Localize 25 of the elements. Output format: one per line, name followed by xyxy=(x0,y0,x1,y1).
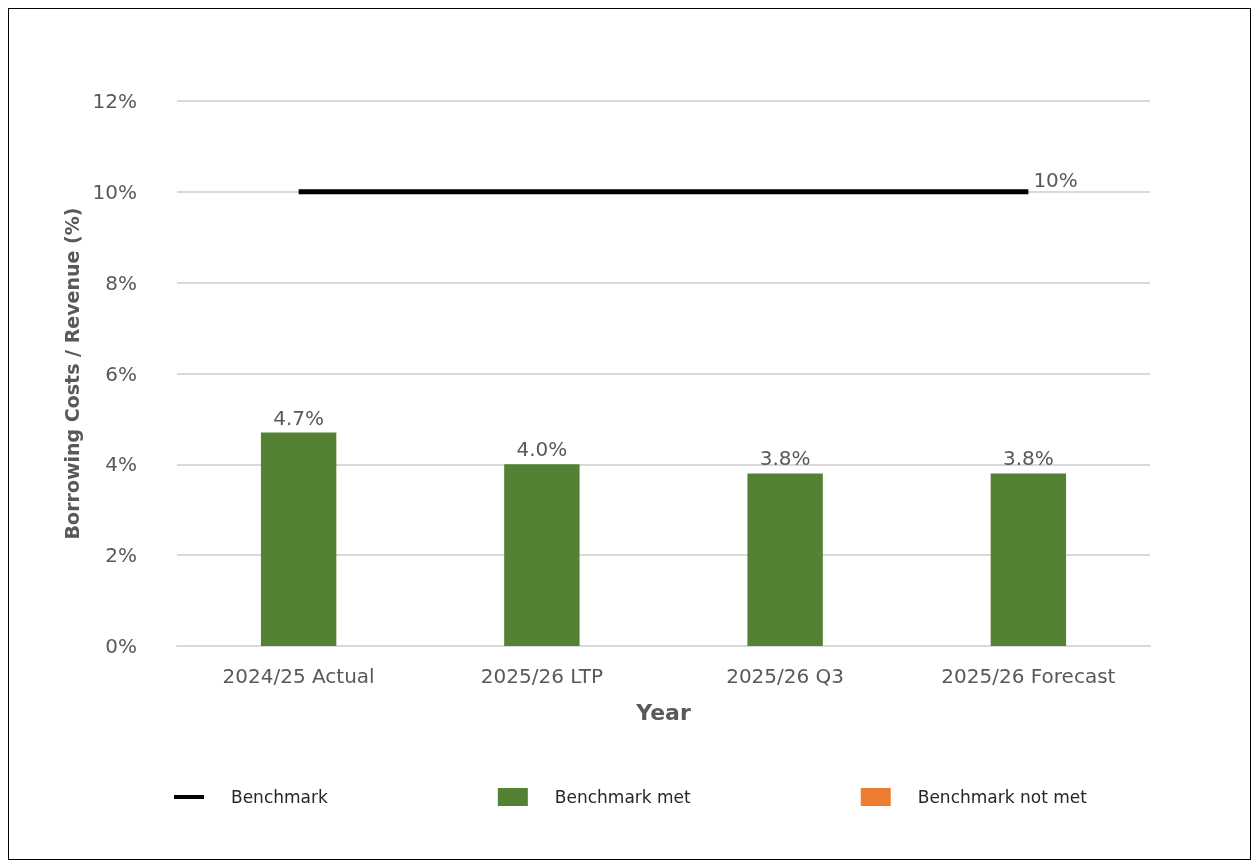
y-axis-title: Borrowing Costs / Revenue (%) xyxy=(61,207,84,540)
bar xyxy=(990,473,1067,646)
data-label: 10% xyxy=(1033,167,1078,192)
legend-label: Benchmark not met xyxy=(917,787,1088,807)
legend-label: Benchmark xyxy=(231,787,328,807)
bar xyxy=(260,432,337,646)
y-tick-label: 4% xyxy=(105,452,137,477)
data-label: 3.8% xyxy=(759,446,811,471)
bar xyxy=(504,464,580,646)
y-tick-label: 2% xyxy=(105,543,137,568)
data-label: 3.8% xyxy=(1002,446,1054,471)
bar xyxy=(747,473,823,646)
y-tick-label: 8% xyxy=(105,270,137,295)
y-tick-label: 0% xyxy=(105,634,137,658)
x-axis-title: Year xyxy=(635,699,691,725)
x-tick-label: 2025/26 Q3 xyxy=(726,664,845,688)
y-tick-label: 12% xyxy=(92,89,137,113)
y-tick-label: 6% xyxy=(105,361,137,386)
y-tick-label: 10% xyxy=(92,179,137,204)
x-tick-label: 2025/26 LTP xyxy=(480,664,603,688)
legend-label: Benchmark met xyxy=(554,787,692,807)
data-label: 4.7% xyxy=(273,405,325,430)
x-tick-label: 2024/25 Actual xyxy=(222,664,375,688)
data-label: 4.0% xyxy=(516,437,568,462)
x-tick-label: 2025/26 Forecast xyxy=(941,664,1116,688)
